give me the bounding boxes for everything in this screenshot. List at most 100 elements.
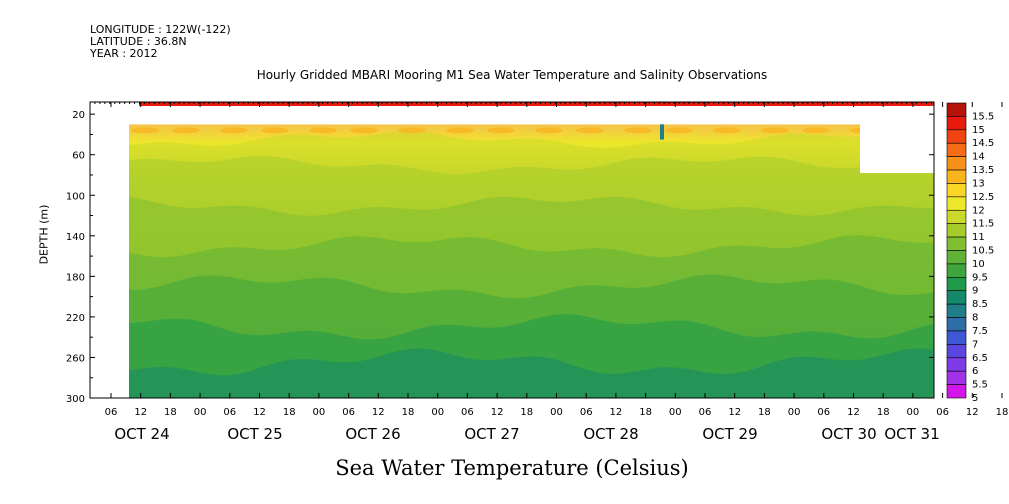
colorbar-label: 15.5 xyxy=(972,111,994,122)
surface-band xyxy=(139,102,934,107)
colorbar-swatch xyxy=(946,209,967,224)
colorbar-swatch xyxy=(946,263,967,278)
warm-patch xyxy=(398,127,426,134)
year-label: YEAR : 2012 xyxy=(90,47,158,60)
warm-patch xyxy=(624,127,652,134)
no-data-gap xyxy=(129,106,934,125)
x-hour-label: 12 xyxy=(253,407,266,418)
colorbar-label: 10.5 xyxy=(972,246,994,257)
x-hour-label: 18 xyxy=(520,407,533,418)
colorbar-label: 12.5 xyxy=(972,192,994,203)
x-day-label: OCT 27 xyxy=(464,425,519,443)
colorbar-label: 14 xyxy=(972,152,985,163)
y-tick-label: 220 xyxy=(66,313,85,324)
x-day-label: OCT 28 xyxy=(583,425,638,443)
missing-data-start xyxy=(91,103,129,398)
colorbar-swatch xyxy=(946,370,967,385)
colorbar-swatch xyxy=(946,129,967,144)
heatmap-layer xyxy=(91,102,934,399)
colorbar-swatch xyxy=(946,142,967,157)
colorbar-label: 15 xyxy=(972,125,985,136)
warm-patch xyxy=(665,127,693,134)
x-hour-label: 12 xyxy=(491,407,504,418)
cold-spike xyxy=(660,124,664,140)
colorbar-label: 8.5 xyxy=(972,299,988,310)
x-hour-label: 00 xyxy=(313,407,326,418)
x-hour-label: 00 xyxy=(431,407,444,418)
x-day-label: OCT 24 xyxy=(114,425,169,443)
x-hour-label: 06 xyxy=(223,407,236,418)
x-hour-label: 06 xyxy=(699,407,712,418)
colorbar-swatch xyxy=(946,250,967,265)
colorbar-swatch xyxy=(946,384,967,399)
x-hour-label: 00 xyxy=(907,407,920,418)
warm-patch xyxy=(713,127,741,134)
colorbar-swatch xyxy=(946,290,967,305)
y-tick-label: 180 xyxy=(66,272,85,283)
colorbar-label: 7 xyxy=(972,339,978,350)
warm-patch xyxy=(309,127,337,134)
warm-patch xyxy=(261,127,289,134)
x-hour-label: 12 xyxy=(134,407,147,418)
x-day-label: OCT 26 xyxy=(345,425,400,443)
warm-patch xyxy=(220,127,248,134)
x-hour-label: 18 xyxy=(877,407,890,418)
warm-patch xyxy=(446,127,474,134)
colorbar-swatch xyxy=(946,303,967,318)
colorbar-label: 14.5 xyxy=(972,138,994,149)
x-hour-label: 06 xyxy=(580,407,593,418)
colorbar-label: 6 xyxy=(972,366,978,377)
colorbar-label: 13 xyxy=(972,178,985,189)
colorbar-swatch xyxy=(946,236,967,251)
colorbar-swatch xyxy=(946,183,967,198)
x-hour-label: 00 xyxy=(550,407,563,418)
axes: 20 60 100 140 180 220 260 300 06 12 18 00 06 12 18 00 06… xyxy=(66,101,1009,443)
warm-patch xyxy=(350,127,378,134)
colorbar-swatch xyxy=(946,102,967,117)
x-hour-label: 06 xyxy=(936,407,949,418)
colorbar-label: 5.5 xyxy=(972,380,988,391)
plot-frame xyxy=(89,101,935,399)
latitude-label: LATITUDE : 36.8N xyxy=(90,35,187,48)
x-hour-label: 18 xyxy=(639,407,652,418)
x-hour-label: 18 xyxy=(996,407,1009,418)
colorbar-label: 12 xyxy=(972,205,985,216)
x-hour-label: 18 xyxy=(164,407,177,418)
x-day-label: OCT 30 xyxy=(821,425,876,443)
colorbar-label: 5 xyxy=(972,393,978,404)
contour-band-9 xyxy=(129,348,934,398)
warm-patch xyxy=(535,127,563,134)
colorbar-swatch xyxy=(946,344,967,359)
y-tick-label: 100 xyxy=(66,191,85,202)
colorbar: 5 5.5 6 6.5 7 7.5 8 8.5 9 9.5 10 10.5 11 11.5 12 12.5 13… xyxy=(946,102,994,404)
colorbar-label: 11.5 xyxy=(972,219,994,230)
colorbar-swatch xyxy=(946,169,967,184)
warm-patch xyxy=(802,127,830,134)
x-hour-label: 00 xyxy=(788,407,801,418)
colorbar-label: 7.5 xyxy=(972,326,988,337)
x-hour-label: 12 xyxy=(372,407,385,418)
colorbar-label: 9 xyxy=(972,286,978,297)
colorbar-label: 11 xyxy=(972,232,985,243)
x-hour-label: 18 xyxy=(758,407,771,418)
y-tick-label: 60 xyxy=(72,151,85,162)
x-day-label: OCT 29 xyxy=(702,425,757,443)
x-hour-label: 06 xyxy=(461,407,474,418)
colorbar-swatch xyxy=(946,156,967,171)
colorbar-swatch xyxy=(946,357,967,372)
x-day-label: OCT 25 xyxy=(227,425,282,443)
x-hour-label: 00 xyxy=(669,407,682,418)
chart-title: Hourly Gridded MBARI Mooring M1 Sea Wate… xyxy=(256,68,768,82)
warm-patch xyxy=(576,127,604,134)
colorbar-swatch xyxy=(946,196,967,211)
x-hour-label: 12 xyxy=(728,407,741,418)
warm-patch xyxy=(172,127,200,134)
colorbar-label: 6.5 xyxy=(972,353,988,364)
colorbar-swatch xyxy=(946,330,967,345)
colorbar-label: 13.5 xyxy=(972,165,994,176)
colorbar-swatch xyxy=(946,317,967,332)
x-day-label: OCT 31 xyxy=(884,425,939,443)
x-hour-label: 18 xyxy=(402,407,415,418)
x-hour-label: 06 xyxy=(342,407,355,418)
